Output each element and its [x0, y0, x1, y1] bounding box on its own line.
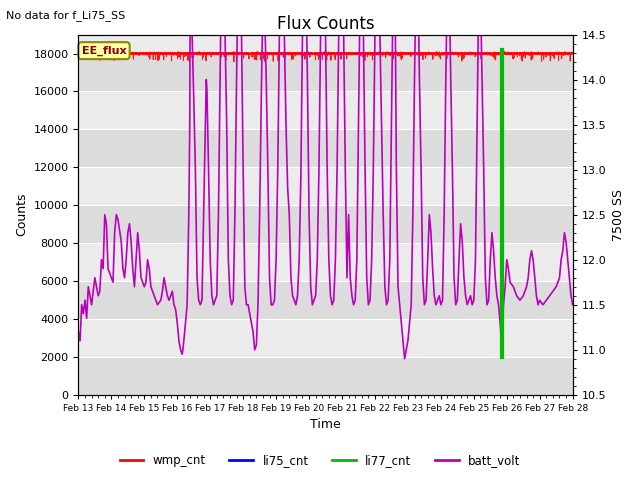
Y-axis label: 7500 SS: 7500 SS [612, 189, 625, 240]
Y-axis label: Counts: Counts [15, 193, 28, 237]
X-axis label: Time: Time [310, 419, 341, 432]
Bar [79, 168, 573, 205]
Bar [79, 205, 573, 243]
Text: EE_flux: EE_flux [82, 46, 126, 56]
Bar [79, 281, 573, 319]
Text: No data for f_Li75_SS: No data for f_Li75_SS [6, 10, 125, 21]
Legend: wmp_cnt, li75_cnt, li77_cnt, batt_volt: wmp_cnt, li75_cnt, li77_cnt, batt_volt [115, 449, 525, 472]
Bar [79, 91, 573, 130]
Bar [79, 243, 573, 281]
Title: Flux Counts: Flux Counts [276, 15, 374, 33]
Bar [79, 357, 573, 395]
Bar [79, 130, 573, 168]
Bar [79, 53, 573, 91]
Bar [79, 319, 573, 357]
